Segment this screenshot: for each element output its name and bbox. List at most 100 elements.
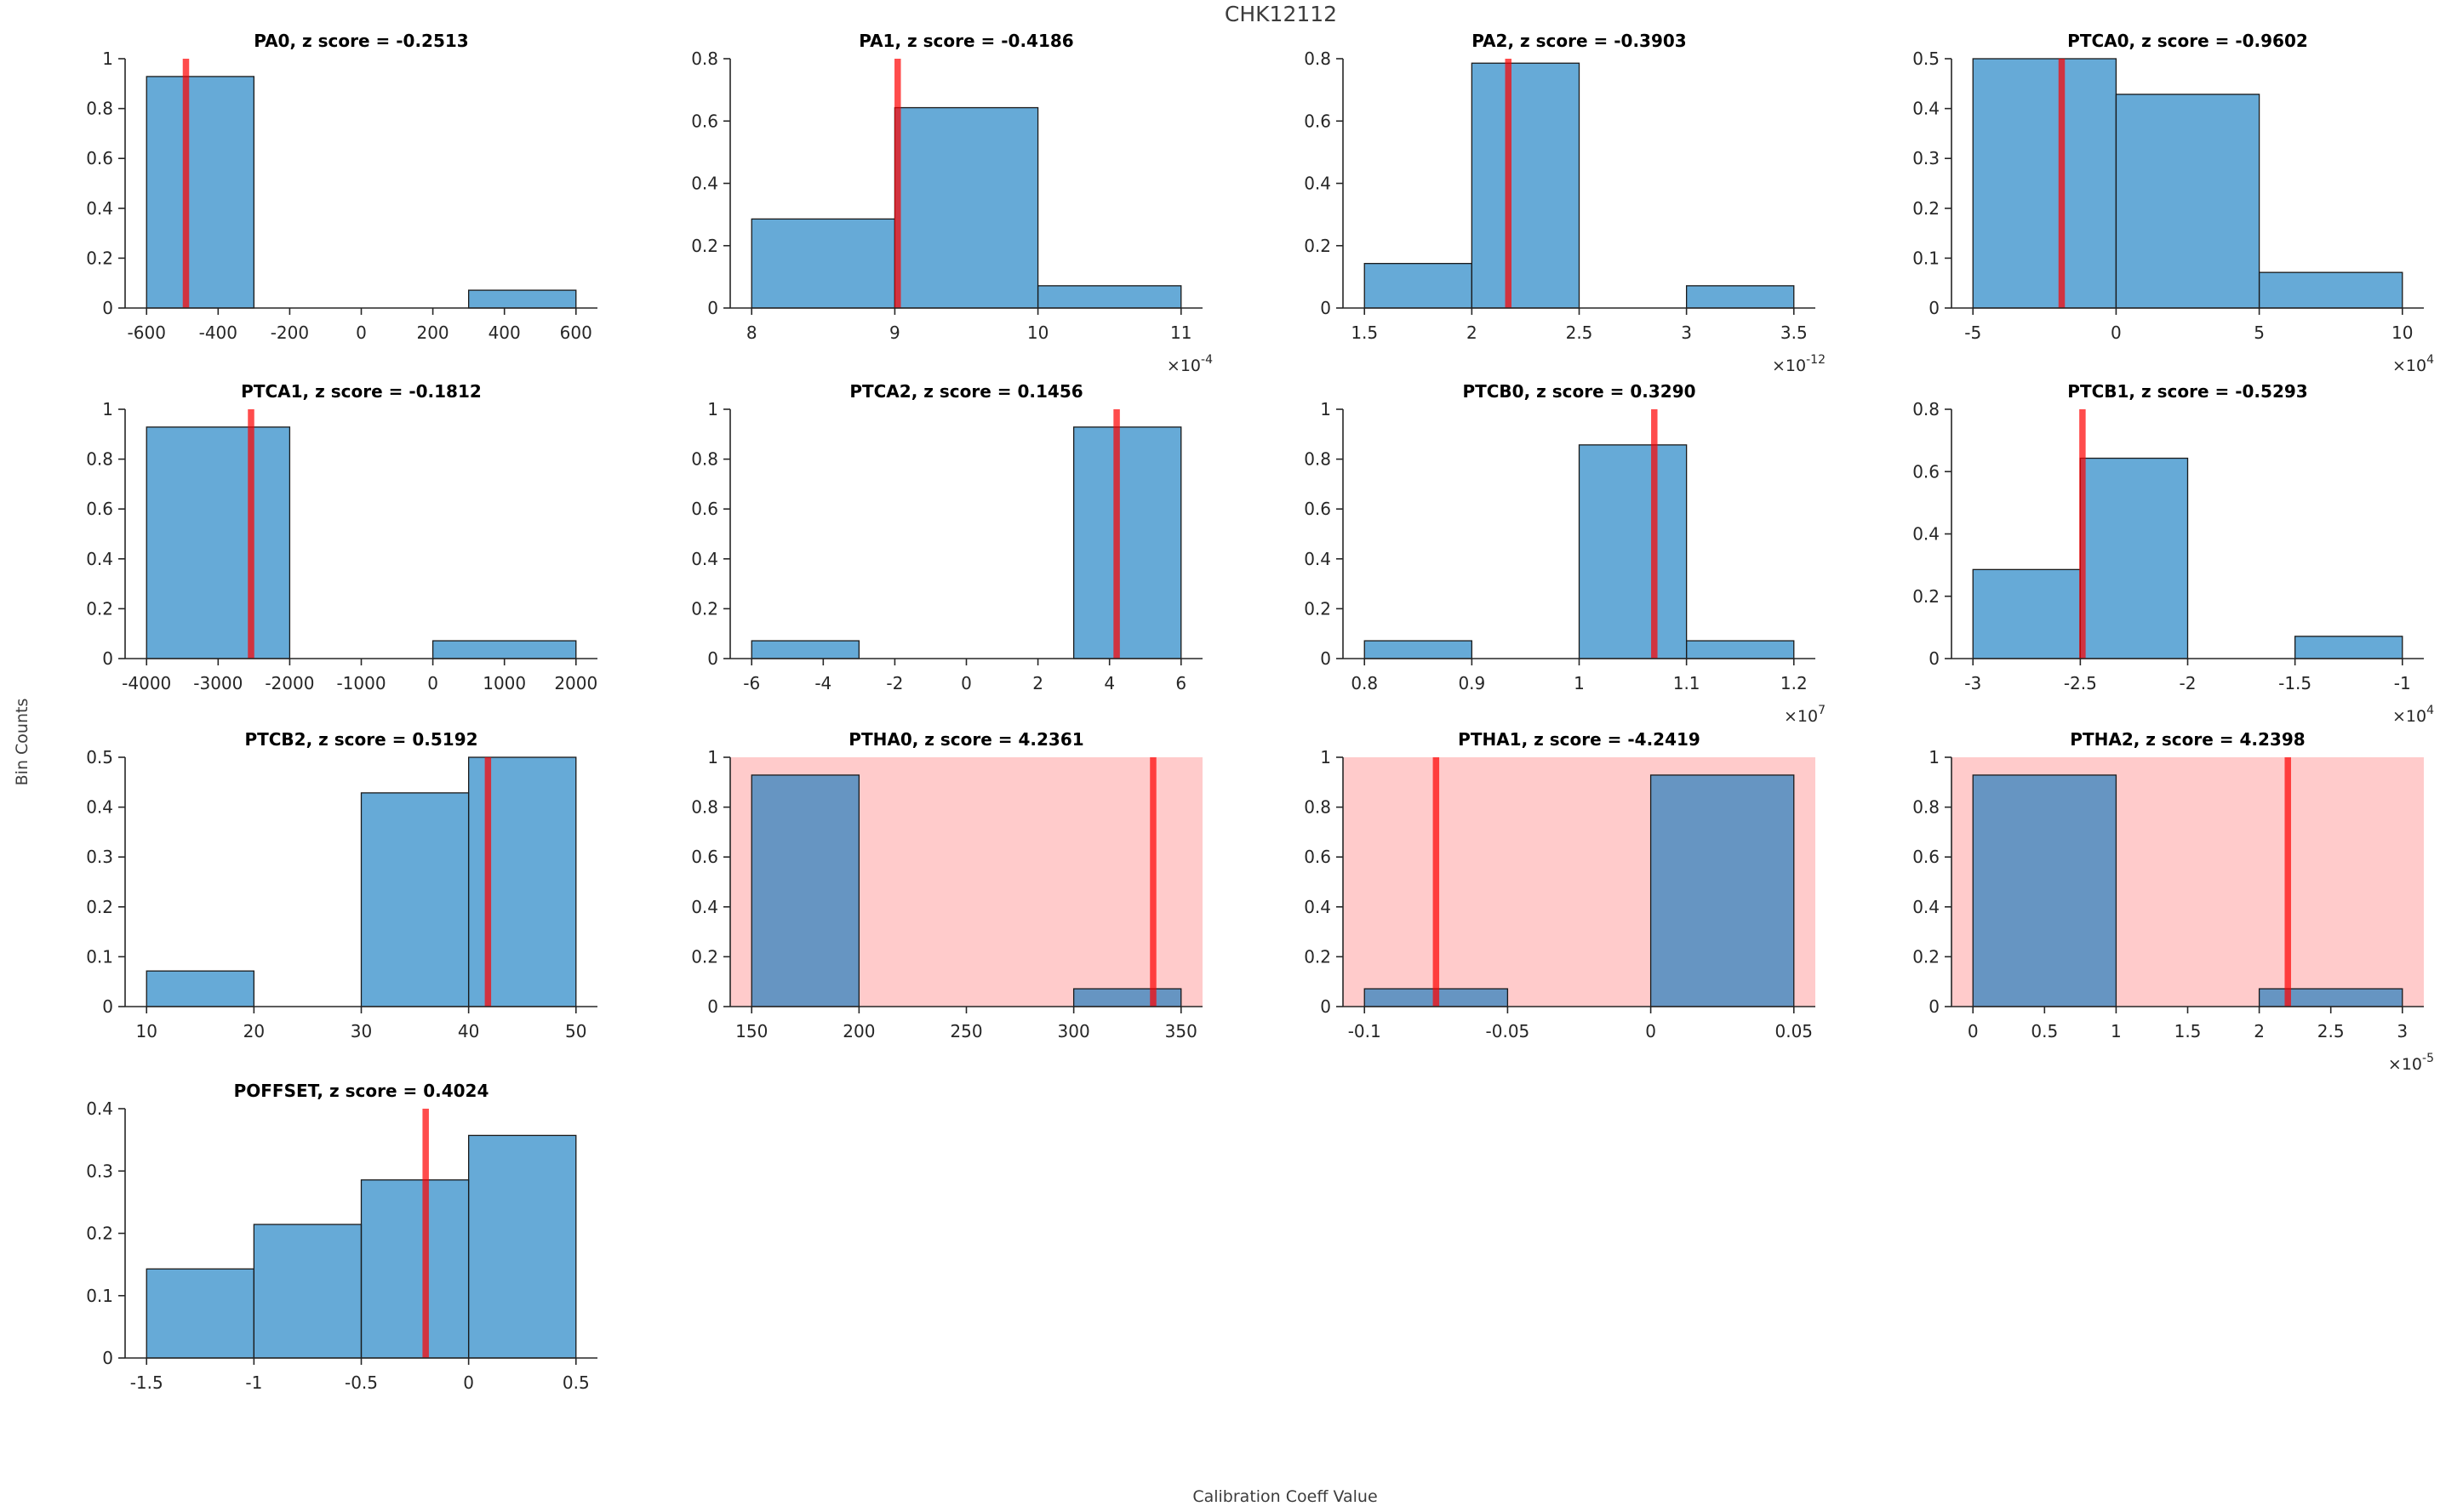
x-tick-label: 4 bbox=[1104, 673, 1115, 693]
x-tick-label: -0.5 bbox=[345, 1372, 378, 1393]
x-tick-label: 0 bbox=[961, 673, 972, 693]
y-tick-label: 0.1 bbox=[86, 946, 113, 967]
histogram-bar bbox=[1685, 640, 1795, 659]
figure-title: CHK12112 bbox=[1224, 2, 1338, 26]
y-tick-label: 0.2 bbox=[691, 598, 718, 619]
y-tick-label: 0.2 bbox=[691, 946, 718, 967]
y-tick-label: 0.4 bbox=[1912, 897, 1940, 917]
histogram-bar bbox=[1578, 444, 1688, 659]
histogram-bar bbox=[467, 756, 577, 1007]
x-tick-label: 0 bbox=[356, 322, 367, 343]
y-tick-label: 0.6 bbox=[86, 148, 113, 168]
x-tick-label: 350 bbox=[1165, 1021, 1197, 1041]
y-tick-label: 0 bbox=[102, 996, 113, 1017]
y-tick-label: 0 bbox=[1929, 648, 1940, 669]
y-tick-label: 1 bbox=[707, 399, 718, 419]
y-tick-label: 0.4 bbox=[1304, 897, 1331, 917]
x-tick-label: -4000 bbox=[122, 673, 171, 693]
histogram-bar bbox=[467, 289, 577, 309]
histogram-bar bbox=[1037, 285, 1182, 309]
subplot-title: PTCA0, z score = -0.9602 bbox=[2067, 31, 2308, 51]
subplot-title: PTCA1, z score = -0.1812 bbox=[241, 381, 482, 402]
x-tick-label: -2 bbox=[886, 673, 903, 693]
histogram-bar bbox=[146, 970, 255, 1007]
y-tick-label: 0.6 bbox=[1912, 461, 1940, 482]
subplot-title: PA2, z score = -0.3903 bbox=[1471, 31, 1686, 51]
subplot-title: PTCB1, z score = -0.5293 bbox=[2067, 381, 2307, 402]
histogram-bar bbox=[1649, 774, 1795, 1007]
y-tick-label: 0.8 bbox=[1304, 449, 1331, 470]
histogram-bar bbox=[253, 1224, 363, 1359]
histogram-bar bbox=[2115, 94, 2260, 309]
x-axis-exponent: ×10-4 bbox=[1167, 353, 1213, 375]
x-tick-label: 200 bbox=[416, 322, 449, 343]
y-tick-label: 0 bbox=[707, 996, 718, 1017]
x-tick-label: 10 bbox=[136, 1021, 157, 1041]
x-tick-label: -0.05 bbox=[1486, 1021, 1530, 1041]
x-tick-label: -3 bbox=[1964, 673, 1981, 693]
y-tick-label: 0.4 bbox=[691, 897, 718, 917]
y-tick-label: 0 bbox=[1320, 996, 1331, 1017]
y-tick-label: 0.1 bbox=[86, 1286, 113, 1306]
y-tick-label: 0.2 bbox=[1304, 946, 1331, 967]
histogram-bar bbox=[751, 774, 860, 1007]
y-tick-label: 0.6 bbox=[1304, 847, 1331, 867]
y-tick-label: 0.2 bbox=[1304, 598, 1331, 619]
x-tick-label: 0 bbox=[463, 1372, 474, 1393]
y-tick-label: 0.8 bbox=[691, 48, 718, 69]
histogram-bar bbox=[360, 792, 470, 1007]
subplot-title: PTHA1, z score = -4.2419 bbox=[1458, 729, 1700, 750]
y-tick-label: 0.2 bbox=[1304, 236, 1331, 256]
histogram-bar bbox=[1363, 640, 1473, 659]
subplot-PTCA2: -6 -4 -2 0 2 4 6 0 0.2 0.4 0.6 0.8 1 PTCA2, z score =… bbox=[691, 381, 1203, 693]
x-tick-label: 0.05 bbox=[1775, 1021, 1814, 1041]
x-axis-label: Calibration Coeff Value bbox=[1192, 1487, 1378, 1506]
subplot-title: PTHA2, z score = 4.2398 bbox=[2070, 729, 2305, 750]
subplot-title: POFFSET, z score = 0.4024 bbox=[234, 1081, 489, 1101]
y-tick-label: 0.2 bbox=[86, 248, 113, 268]
subplot-title: PTCA2, z score = 0.1456 bbox=[849, 381, 1083, 402]
x-tick-label: 6 bbox=[1175, 673, 1186, 693]
y-tick-label: 0.3 bbox=[86, 847, 113, 867]
y-tick-label: 0.4 bbox=[86, 797, 113, 818]
x-tick-label: -2000 bbox=[265, 673, 314, 693]
x-tick-label: -1.5 bbox=[2278, 673, 2311, 693]
x-tick-label: 20 bbox=[243, 1021, 265, 1041]
x-tick-label: 2 bbox=[1466, 322, 1477, 343]
y-tick-label: 0.8 bbox=[691, 449, 718, 470]
y-tick-label: 0.8 bbox=[1912, 399, 1940, 419]
x-tick-label: 40 bbox=[458, 1021, 479, 1041]
x-tick-label: -5 bbox=[1964, 322, 1981, 343]
histogram-bar bbox=[2258, 271, 2403, 309]
histogram-bar bbox=[2079, 457, 2189, 659]
x-tick-label: 0.8 bbox=[1351, 673, 1378, 693]
y-tick-label: 0.6 bbox=[1912, 847, 1940, 867]
x-tick-label: 2000 bbox=[554, 673, 597, 693]
x-tick-label: 1 bbox=[2111, 1021, 2122, 1041]
x-tick-label: 1.2 bbox=[1780, 673, 1808, 693]
y-tick-label: 0.4 bbox=[86, 1098, 113, 1119]
y-tick-label: 0.6 bbox=[691, 111, 718, 131]
x-tick-label: 2.5 bbox=[2317, 1021, 2345, 1041]
histogram-bar bbox=[1685, 285, 1795, 309]
y-tick-label: 0.4 bbox=[691, 174, 718, 194]
x-tick-label: 0.5 bbox=[563, 1372, 590, 1393]
subplot-PTHA2: 0 0.5 1 1.5 2 2.5 3 0 0.2 0.4 0.6 0.8 1 ×10-5 PTHA2, z… bbox=[1912, 729, 2434, 1074]
x-tick-label: -400 bbox=[199, 322, 237, 343]
histogram-bar bbox=[2258, 988, 2403, 1007]
histogram-bar bbox=[751, 218, 896, 309]
histogram-bar bbox=[1972, 58, 2117, 309]
histogram-bar bbox=[1972, 774, 2117, 1007]
y-tick-label: 0.4 bbox=[691, 549, 718, 569]
y-tick-label: 0.3 bbox=[86, 1161, 113, 1181]
y-tick-label: 0.8 bbox=[1912, 797, 1940, 818]
y-tick-label: 0.4 bbox=[86, 549, 113, 569]
y-tick-label: 0 bbox=[102, 648, 113, 669]
y-tick-label: 0 bbox=[1320, 298, 1331, 318]
y-tick-label: 0.8 bbox=[1304, 48, 1331, 69]
subplot-PTHA1: -0.1 -0.05 0 0.05 0 0.2 0.4 0.6 0.8 1 PTHA1, z sco… bbox=[1304, 729, 1815, 1041]
y-tick-label: 0.2 bbox=[86, 1224, 113, 1244]
